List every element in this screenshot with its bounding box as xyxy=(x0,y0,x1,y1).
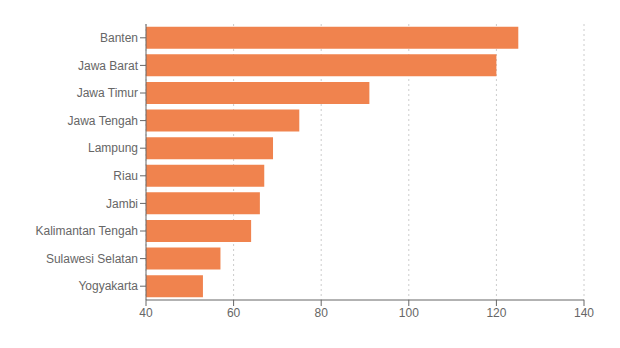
svg-text:Sulawesi Selatan: Sulawesi Selatan xyxy=(46,252,138,266)
svg-text:Kalimantan Tengah: Kalimantan Tengah xyxy=(35,224,138,238)
svg-text:40: 40 xyxy=(139,306,153,320)
svg-text:Jawa Timur: Jawa Timur xyxy=(77,86,138,100)
svg-text:140: 140 xyxy=(574,306,594,320)
svg-text:Lampung: Lampung xyxy=(88,141,138,155)
svg-text:Jawa Barat: Jawa Barat xyxy=(78,59,139,73)
svg-text:Banten: Banten xyxy=(100,31,138,45)
svg-text:80: 80 xyxy=(315,306,329,320)
svg-text:100: 100 xyxy=(399,306,419,320)
svg-text:Jawa Tengah: Jawa Tengah xyxy=(68,114,139,128)
svg-text:Yogyakarta: Yogyakarta xyxy=(78,279,138,293)
svg-text:120: 120 xyxy=(486,306,506,320)
svg-text:Riau: Riau xyxy=(113,169,138,183)
svg-text:Jambi: Jambi xyxy=(106,197,138,211)
svg-text:60: 60 xyxy=(227,306,241,320)
